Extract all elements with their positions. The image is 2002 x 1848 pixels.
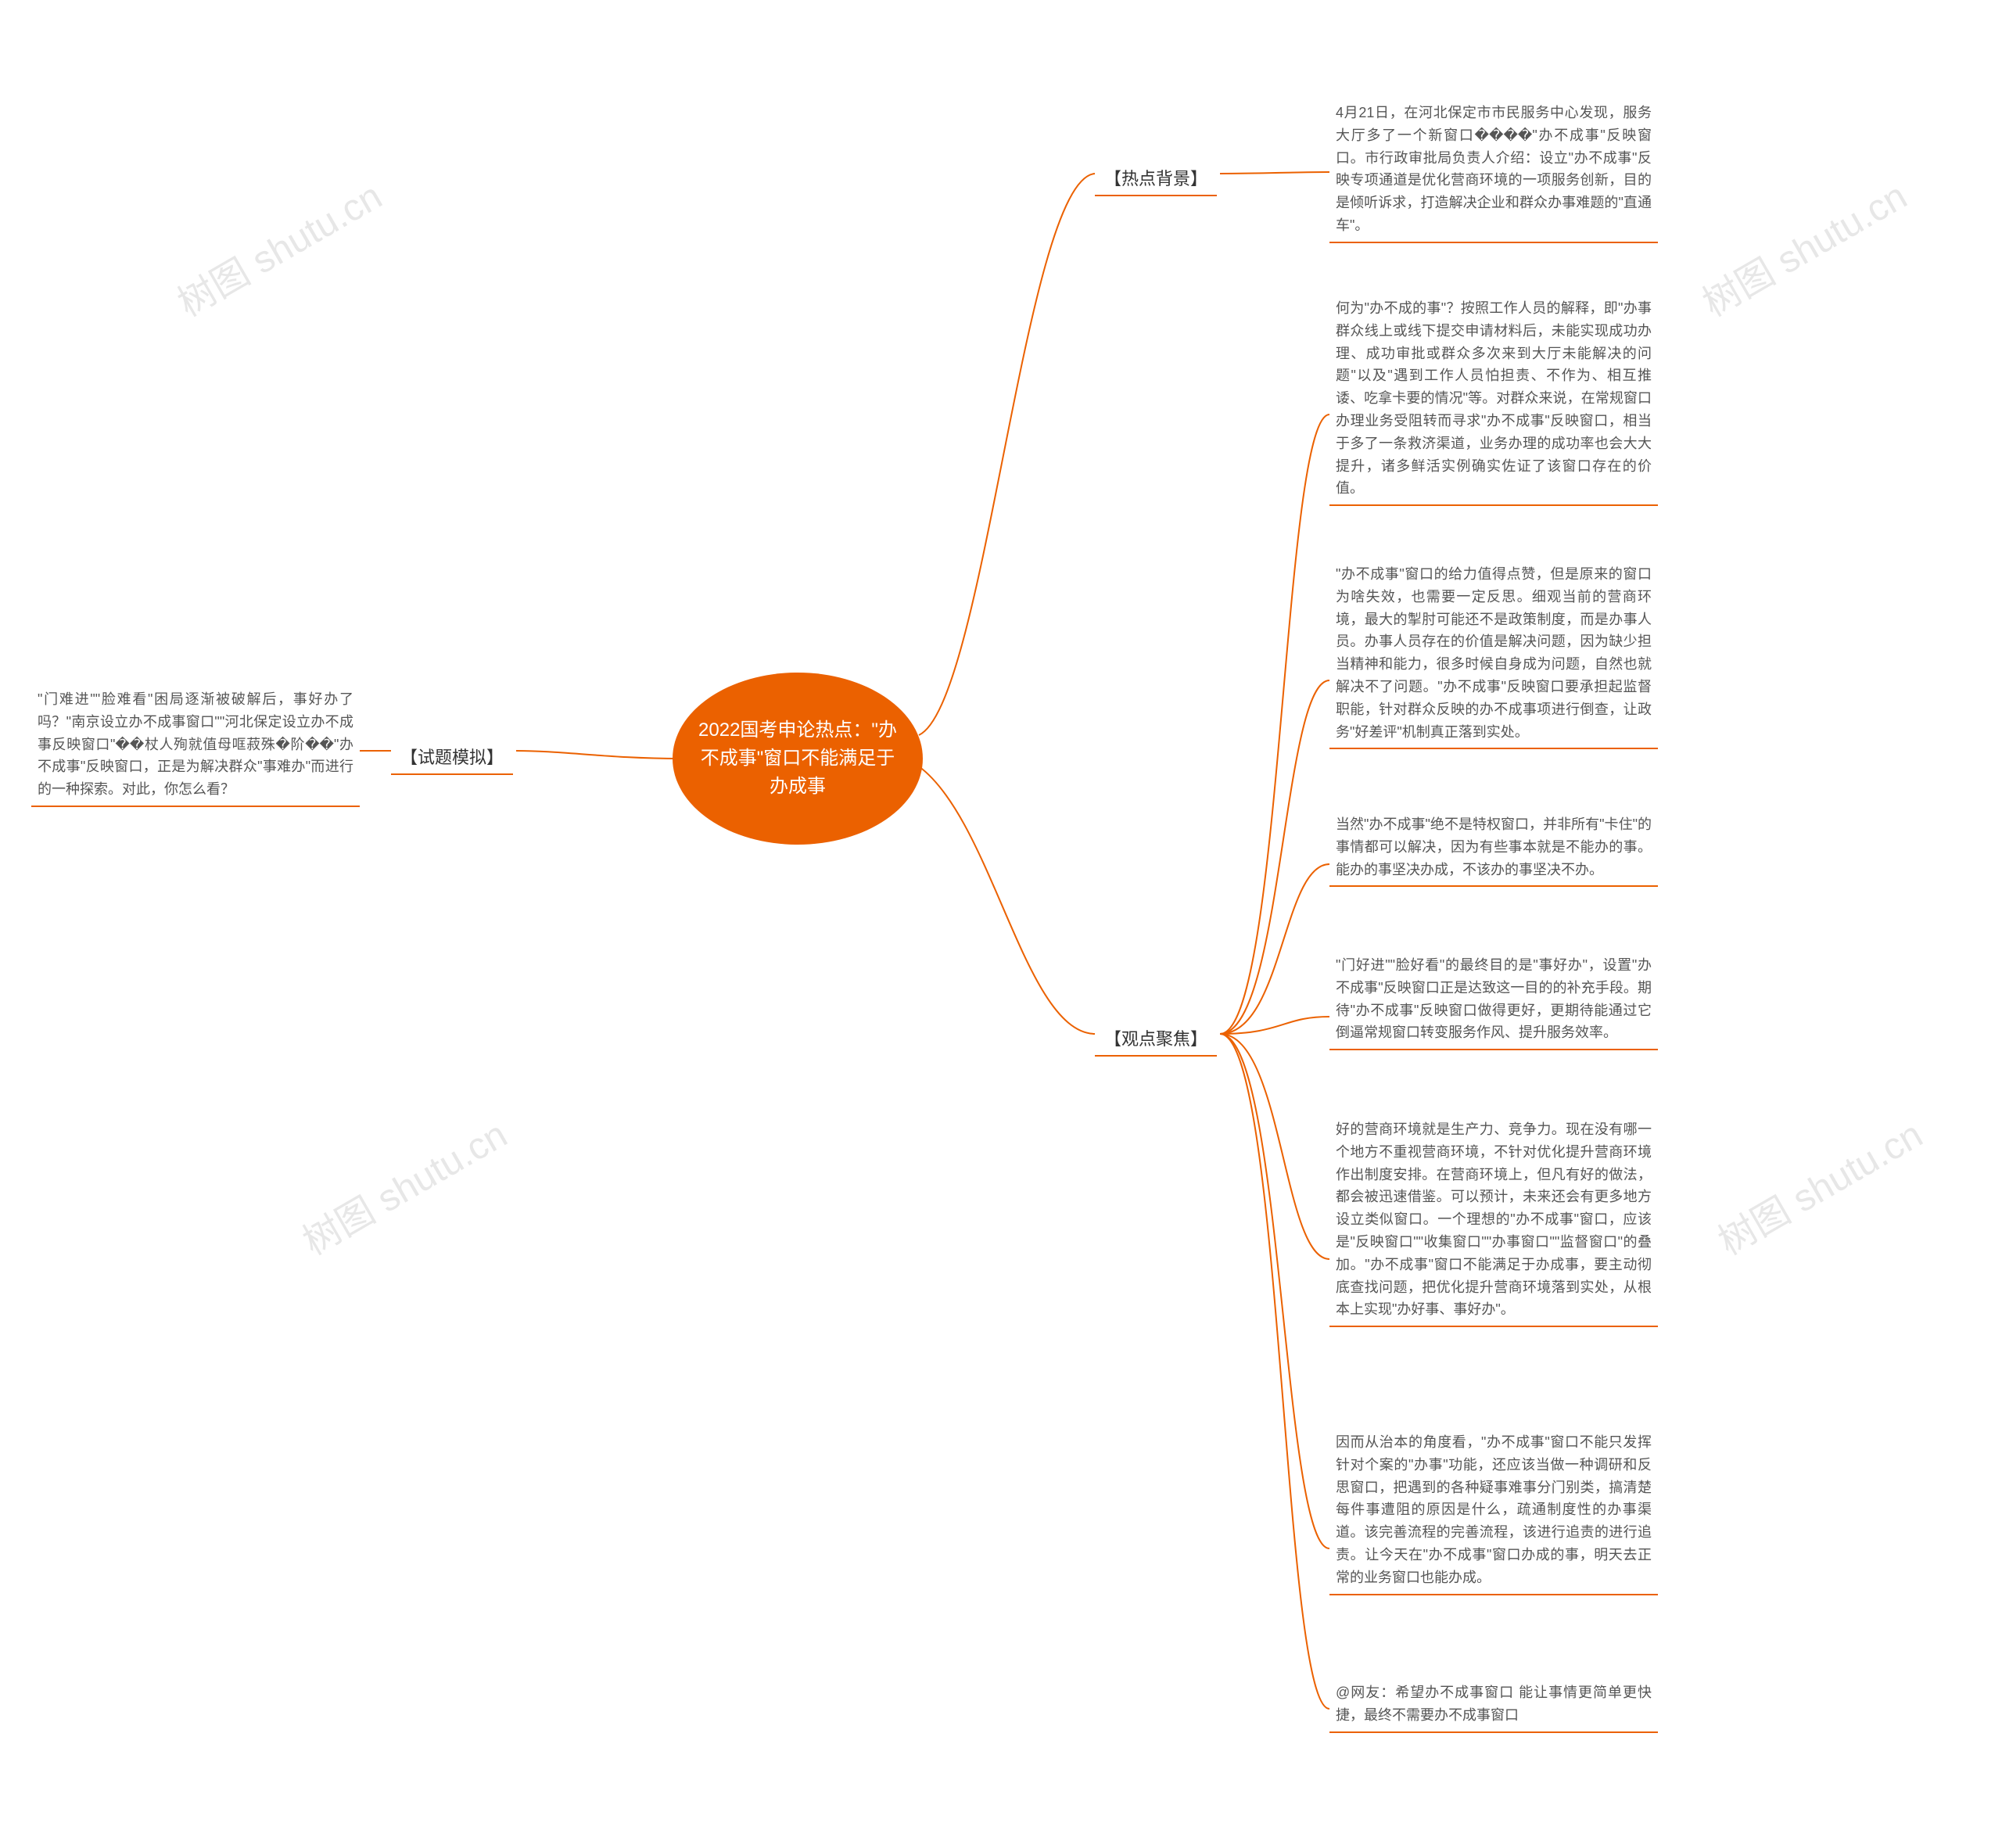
root-text: 2022国考申论热点："办不成事"窗口不能满足于办成事 — [696, 716, 899, 801]
leaf-views-6[interactable]: @网友：希望办不成事窗口 能让事情更简单更快捷，最终不需要办不成事窗口 — [1329, 1681, 1658, 1733]
leaf-views-3[interactable]: "门好进""脸好看"的最终目的是"事好办"，设置"办不成事"反映窗口正是达致这一… — [1329, 954, 1658, 1050]
leaf-hot-0[interactable]: 4月21日，在河北保定市市民服务中心发现，服务大厅多了一个新窗口����"办不成… — [1329, 102, 1658, 243]
branch-label-views[interactable]: 【观点聚焦】 — [1095, 1021, 1217, 1057]
watermark: 树图 shutu.cn — [1691, 166, 1915, 327]
leaf-views-1[interactable]: "办不成事"窗口的给力值得点赞，但是原来的窗口为啥失效，也需要一定反思。细观当前… — [1329, 563, 1658, 749]
watermark: 树图 shutu.cn — [1706, 1104, 1931, 1265]
branch-label-left[interactable]: 【试题模拟】 — [391, 739, 513, 775]
mindmap-connectors — [0, 0, 2002, 1848]
leaf-views-0[interactable]: 何为"办不成的事"？按照工作人员的解释，即"办事群众线上或线下提交申请材料后，未… — [1329, 297, 1658, 506]
leaf-left-0[interactable]: "门难进""脸难看"困局逐渐被破解后，事好办了吗？"南京设立办不成事窗口""河北… — [31, 688, 360, 807]
leaf-views-4[interactable]: 好的营商环境就是生产力、竞争力。现在没有哪一个地方不重视营商环境，不针对优化提升… — [1329, 1118, 1658, 1327]
mindmap-root[interactable]: 2022国考申论热点："办不成事"窗口不能满足于办成事 — [673, 673, 923, 845]
watermark: 树图 shutu.cn — [291, 1104, 515, 1265]
leaf-views-2[interactable]: 当然"办不成事"绝不是特权窗口，并非所有"卡住"的事情都可以解决，因为有些事本就… — [1329, 813, 1658, 887]
branch-label-hot[interactable]: 【热点背景】 — [1095, 160, 1217, 196]
leaf-views-5[interactable]: 因而从治本的角度看，"办不成事"窗口不能只发挥针对个案的"办事"功能，还应该当做… — [1329, 1431, 1658, 1595]
watermark: 树图 shutu.cn — [166, 166, 390, 327]
